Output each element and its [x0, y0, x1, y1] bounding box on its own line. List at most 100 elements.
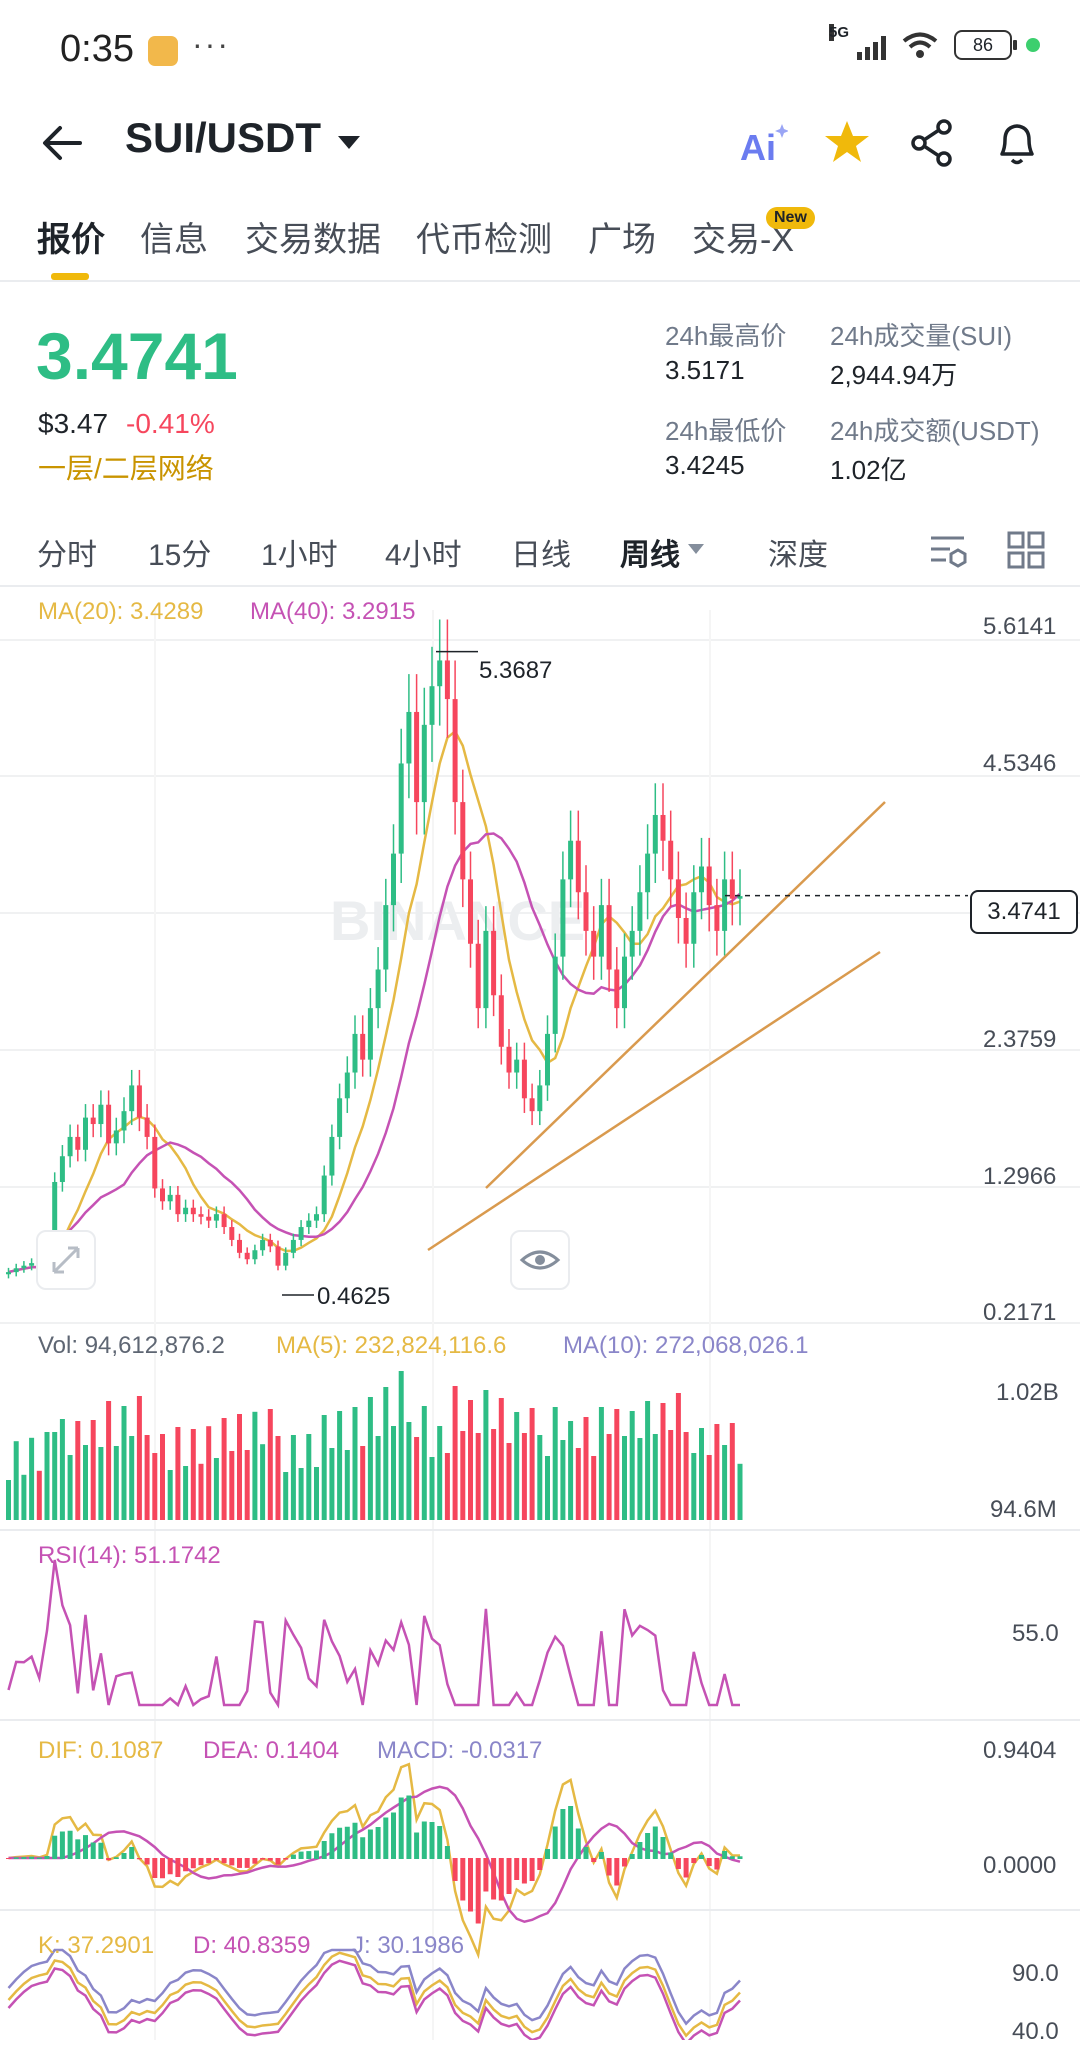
- macd-axis-label: 0.0000: [983, 1852, 1057, 1879]
- expand-chart-button[interactable]: [36, 1230, 96, 1290]
- macd-histogram-bar: [213, 1858, 219, 1861]
- network-tag[interactable]: 一层/二层网络: [38, 453, 214, 484]
- macd-histogram-bar: [483, 1858, 489, 1892]
- tf-dropdown-icon[interactable]: [688, 544, 704, 554]
- tf-depth[interactable]: 深度: [768, 539, 828, 572]
- ma40-value: MA(40): 3.2915: [250, 598, 416, 625]
- macd-histogram-bar: [398, 1797, 404, 1859]
- macd-histogram-bar: [329, 1833, 335, 1859]
- network-type: 5G: [829, 24, 850, 41]
- tab-token-check[interactable]: 代币检测: [416, 221, 552, 259]
- tf-timeshare[interactable]: 分时: [37, 539, 97, 572]
- candle: [360, 1033, 366, 1060]
- candle: [252, 1250, 258, 1260]
- volume-bar: [729, 1423, 735, 1520]
- macd-histogram-bar: [668, 1852, 674, 1859]
- macd-histogram-bar: [229, 1858, 235, 1866]
- tf-1h[interactable]: 1小时: [261, 539, 338, 572]
- candle: [152, 1136, 158, 1189]
- ai-icon[interactable]: Ai: [738, 118, 788, 168]
- price-axis-label: 4.5346: [983, 750, 1057, 777]
- candle: [583, 892, 589, 931]
- kdj-k-value: K: 37.2901: [38, 1932, 155, 1959]
- volume-bar: [406, 1422, 412, 1520]
- macd-histogram-bar: [637, 1842, 643, 1859]
- price-axis-label: 5.6141: [983, 613, 1057, 640]
- macd-histogram-bar: [498, 1858, 504, 1901]
- tab-square[interactable]: 广场: [588, 221, 656, 259]
- candle: [21, 1265, 27, 1269]
- volume-bar: [714, 1424, 720, 1520]
- candle: [683, 917, 689, 944]
- back-arrow-icon[interactable]: [38, 118, 88, 168]
- volume-label: 24h成交量(SUI): [830, 321, 1013, 351]
- tab-trading-data[interactable]: 交易数据: [245, 221, 381, 259]
- candle: [183, 1207, 189, 1215]
- macd-histogram-bar: [360, 1837, 366, 1859]
- volume-value: Vol: 94,612,876.2: [38, 1332, 225, 1359]
- resistance-trendline: [427, 950, 881, 1252]
- macd-histogram-bar: [568, 1806, 574, 1859]
- macd-histogram-bar: [29, 1856, 35, 1859]
- favorite-star-icon[interactable]: [822, 118, 872, 168]
- status-dot: [1026, 38, 1040, 52]
- volume-bar: [344, 1450, 350, 1520]
- candle: [560, 879, 566, 957]
- tf-daily[interactable]: 日线: [511, 539, 571, 572]
- macd-histogram-bar: [275, 1858, 281, 1865]
- tf-weekly[interactable]: 周线: [620, 539, 680, 572]
- kdj-k-line: [7, 1951, 741, 2038]
- macd-histogram-bar: [160, 1858, 165, 1879]
- macd-histogram-bar: [121, 1853, 127, 1859]
- chart-area[interactable]: BINANCE: [0, 590, 1080, 2040]
- volume-bar: [414, 1437, 420, 1520]
- volume-bar: [75, 1421, 81, 1520]
- volume-bar: [375, 1436, 381, 1520]
- layout-grid-icon[interactable]: [1006, 530, 1046, 570]
- candle: [121, 1111, 127, 1131]
- macd-histogram-bar: [283, 1858, 289, 1860]
- macd-histogram-bar: [298, 1851, 304, 1859]
- status-time: 0:35: [60, 28, 134, 70]
- notification-bell-icon[interactable]: [992, 118, 1042, 168]
- share-icon[interactable]: [908, 118, 958, 168]
- pair-dropdown-icon[interactable]: [338, 136, 360, 149]
- candle: [129, 1085, 135, 1112]
- candle: [614, 969, 620, 1009]
- macd-histogram-bar: [237, 1858, 242, 1868]
- pair-title[interactable]: SUI/USDT: [125, 114, 322, 161]
- volume-bar: [706, 1455, 712, 1520]
- price-axis-label: 2.3759: [983, 1026, 1057, 1053]
- macd-histogram-bar: [591, 1858, 597, 1862]
- macd-axis-label: 0.9404: [983, 1737, 1057, 1764]
- candle: [722, 879, 728, 931]
- macd-histogram-bar: [375, 1827, 381, 1859]
- volume-bar: [483, 1390, 489, 1520]
- tf-4h[interactable]: 4小时: [385, 539, 462, 572]
- macd-histogram-bar: [729, 1856, 735, 1859]
- tf-15m[interactable]: 15分: [148, 539, 212, 572]
- candle: [575, 840, 581, 893]
- candle: [321, 1175, 327, 1215]
- volume-bar: [421, 1406, 427, 1520]
- kdj-j-value: J: 30.1986: [352, 1932, 465, 1959]
- volume-bar: [314, 1467, 319, 1520]
- macd-histogram-bar: [337, 1827, 343, 1859]
- volume-bar: [90, 1420, 96, 1520]
- chart-settings-icon[interactable]: [928, 530, 968, 570]
- macd-histogram-bar: [59, 1831, 65, 1859]
- kdj-d-line: [7, 1959, 741, 2040]
- macd-histogram-bar: [252, 1858, 258, 1864]
- candle: [314, 1214, 319, 1221]
- toggle-indicators-button[interactable]: [510, 1230, 570, 1290]
- volume-bar: [737, 1463, 743, 1520]
- candle: [475, 943, 481, 1009]
- volume-value: 2,944.94万: [830, 360, 958, 390]
- candle: [444, 660, 450, 700]
- candle: [729, 879, 735, 899]
- macd-histogram-bar: [67, 1830, 73, 1859]
- tab-info[interactable]: 信息: [140, 221, 208, 259]
- volume-bar: [668, 1430, 674, 1520]
- macd-histogram-bar: [44, 1856, 50, 1859]
- tab-quote[interactable]: 报价: [37, 221, 105, 259]
